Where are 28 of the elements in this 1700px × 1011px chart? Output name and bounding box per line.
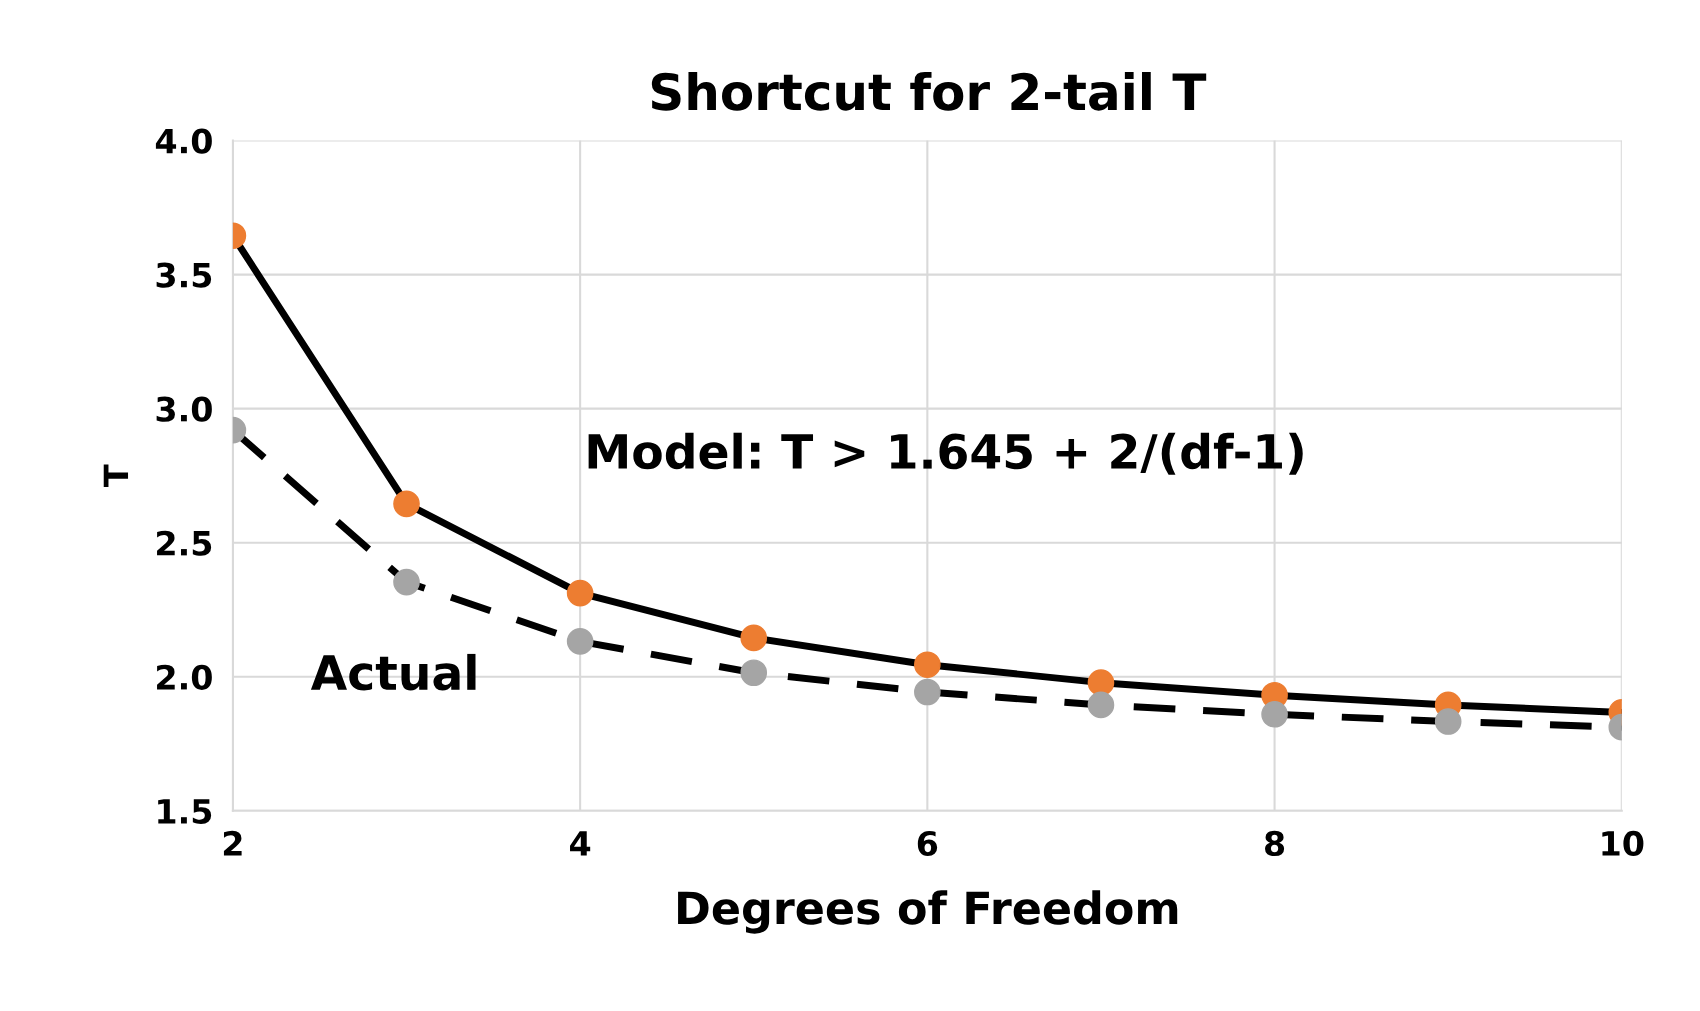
y-tick-label: 3.5 (156, 262, 212, 288)
x-tick-label: 4 (570, 831, 591, 856)
y-tick-label: 2.5 (157, 530, 212, 556)
y-tick-label: 1.5 (158, 799, 212, 824)
point (740, 624, 768, 652)
y-tick-label: 2.0 (157, 664, 212, 690)
point (914, 651, 941, 679)
point (1434, 708, 1462, 735)
x-tick-label: 8 (1265, 830, 1285, 857)
x-axis-title: Degrees of Freedom (678, 890, 1178, 934)
x-tick-label: 2 (223, 830, 242, 856)
point (393, 568, 420, 596)
point (566, 579, 594, 607)
annotation: Actual (310, 653, 476, 691)
x-tick-label: 6 (917, 830, 938, 857)
y-tick-label: 3.0 (156, 396, 212, 422)
chart-title: Shortcut for 2-tail T (651, 71, 1207, 111)
point (1087, 669, 1115, 696)
point (740, 659, 768, 687)
y-axis-title: T (103, 464, 129, 487)
x-tick-label: 10 (1602, 830, 1644, 857)
y-tick-label: 4.0 (155, 128, 212, 154)
point (914, 678, 941, 706)
point (1261, 700, 1288, 728)
point (566, 628, 594, 655)
point (393, 490, 420, 518)
annotation: Model: T > 1.645 + 2/(df-1) (588, 432, 1303, 475)
point (1087, 691, 1115, 719)
